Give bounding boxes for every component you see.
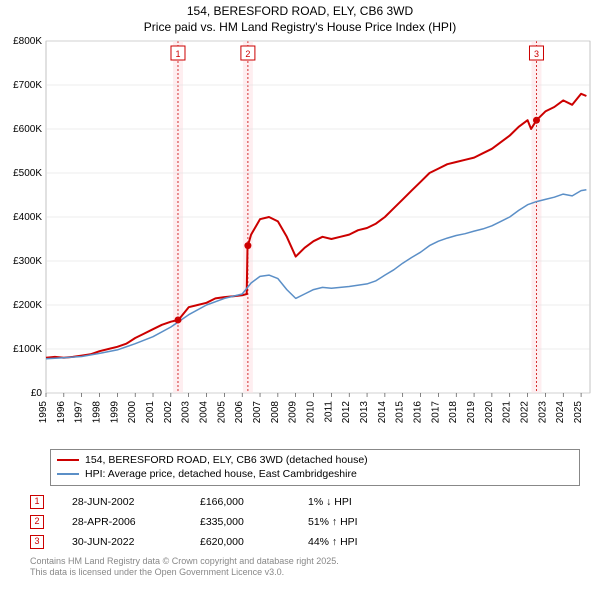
x-tick-label: 2009 <box>288 401 299 424</box>
event-number-badge: 3 <box>30 535 44 549</box>
x-tick-label: 2023 <box>537 401 548 424</box>
event-date: 28-APR-2006 <box>72 516 172 528</box>
x-tick-label: 2025 <box>573 401 584 424</box>
event-delta: 1% ↓ HPI <box>308 496 352 508</box>
x-tick-label: 2018 <box>448 401 459 424</box>
x-tick-label: 2021 <box>502 401 513 424</box>
event-row-2: 2 28-APR-2006 £335,000 51% ↑ HPI <box>30 512 580 532</box>
x-tick-label: 2011 <box>323 401 334 423</box>
y-tick-label: £0 <box>31 388 43 399</box>
sale-dot-3 <box>533 117 540 124</box>
legend: 154, BERESFORD ROAD, ELY, CB6 3WD (detac… <box>50 449 580 485</box>
x-tick-label: 2019 <box>466 401 477 424</box>
event-number-badge: 1 <box>30 495 44 509</box>
legend-swatch <box>57 459 79 461</box>
x-tick-label: 2008 <box>270 401 281 424</box>
sale-events-table: 1 28-JUN-2002 £166,000 1% ↓ HPI 2 28-APR-2006… <box>30 492 580 552</box>
x-tick-label: 2012 <box>341 401 352 424</box>
sale-flag-num-2: 2 <box>245 49 250 59</box>
x-tick-label: 2001 <box>145 401 156 424</box>
event-delta: 44% ↑ HPI <box>308 536 358 548</box>
event-number-badge: 2 <box>30 515 44 529</box>
x-tick-label: 1999 <box>109 401 120 424</box>
x-tick-label: 1998 <box>92 401 103 424</box>
x-tick-label: 2007 <box>252 401 263 424</box>
chart-svg: £0 £100K £200K £300K £400K £500K £600K £700K £80… <box>0 35 600 445</box>
title-line1: 154, BERESFORD ROAD, ELY, CB6 3WD <box>0 4 600 20</box>
x-tick-label: 2004 <box>199 401 210 424</box>
footer-line1: Contains HM Land Registry data © Crown c… <box>30 556 580 567</box>
y-tick-label: £700K <box>13 80 42 91</box>
x-tick-label: 2000 <box>127 401 138 424</box>
footer-line2: This data is licensed under the Open Gov… <box>30 567 580 578</box>
x-tick-label: 2010 <box>306 401 317 424</box>
legend-item-1: HPI: Average price, detached house, East… <box>57 467 573 481</box>
x-tick-label: 1996 <box>56 401 67 424</box>
x-tick-label: 2015 <box>395 401 406 424</box>
x-tick-label: 2020 <box>484 401 495 424</box>
event-row-3: 3 30-JUN-2022 £620,000 44% ↑ HPI <box>30 532 580 552</box>
y-tick-label: £600K <box>13 124 42 135</box>
x-tick-label: 2016 <box>413 401 424 424</box>
x-tick-label: 2013 <box>359 401 370 424</box>
x-tick-label: 2022 <box>520 401 531 424</box>
y-tick-label: £100K <box>13 344 42 355</box>
chart-area: £0 £100K £200K £300K £400K £500K £600K £700K £80… <box>0 35 600 445</box>
legend-item-0: 154, BERESFORD ROAD, ELY, CB6 3WD (detac… <box>57 453 573 467</box>
x-tick-label: 2003 <box>181 401 192 424</box>
x-tick-label: 2006 <box>234 401 245 424</box>
x-tick-label: 1997 <box>74 401 85 424</box>
sale-dot-2 <box>244 242 251 249</box>
x-tick-label: 2024 <box>555 401 566 424</box>
legend-label: 154, BERESFORD ROAD, ELY, CB6 3WD (detac… <box>85 453 368 467</box>
attribution-footer: Contains HM Land Registry data © Crown c… <box>30 556 580 579</box>
legend-swatch <box>57 473 79 475</box>
event-price: £620,000 <box>200 536 280 548</box>
sale-flag-num-3: 3 <box>534 49 539 59</box>
event-date: 28-JUN-2002 <box>72 496 172 508</box>
legend-label: HPI: Average price, detached house, East… <box>85 467 357 481</box>
x-tick-label: 2002 <box>163 401 174 424</box>
x-tick-label: 2014 <box>377 401 388 424</box>
event-price: £335,000 <box>200 516 280 528</box>
y-tick-label: £300K <box>13 256 42 267</box>
y-tick-label: £500K <box>13 168 42 179</box>
event-date: 30-JUN-2022 <box>72 536 172 548</box>
sale-dot-1 <box>174 317 181 324</box>
y-tick-label: £400K <box>13 212 42 223</box>
event-row-1: 1 28-JUN-2002 £166,000 1% ↓ HPI <box>30 492 580 512</box>
x-tick-label: 2005 <box>216 401 227 424</box>
sale-flag-num-1: 1 <box>175 49 180 59</box>
event-delta: 51% ↑ HPI <box>308 516 358 528</box>
chart-title: 154, BERESFORD ROAD, ELY, CB6 3WD Price … <box>0 0 600 35</box>
y-tick-label: £800K <box>13 36 42 47</box>
event-price: £166,000 <box>200 496 280 508</box>
y-tick-label: £200K <box>13 300 42 311</box>
title-line2: Price paid vs. HM Land Registry's House … <box>0 20 600 36</box>
x-tick-label: 1995 <box>38 401 49 424</box>
x-tick-label: 2017 <box>430 401 441 424</box>
